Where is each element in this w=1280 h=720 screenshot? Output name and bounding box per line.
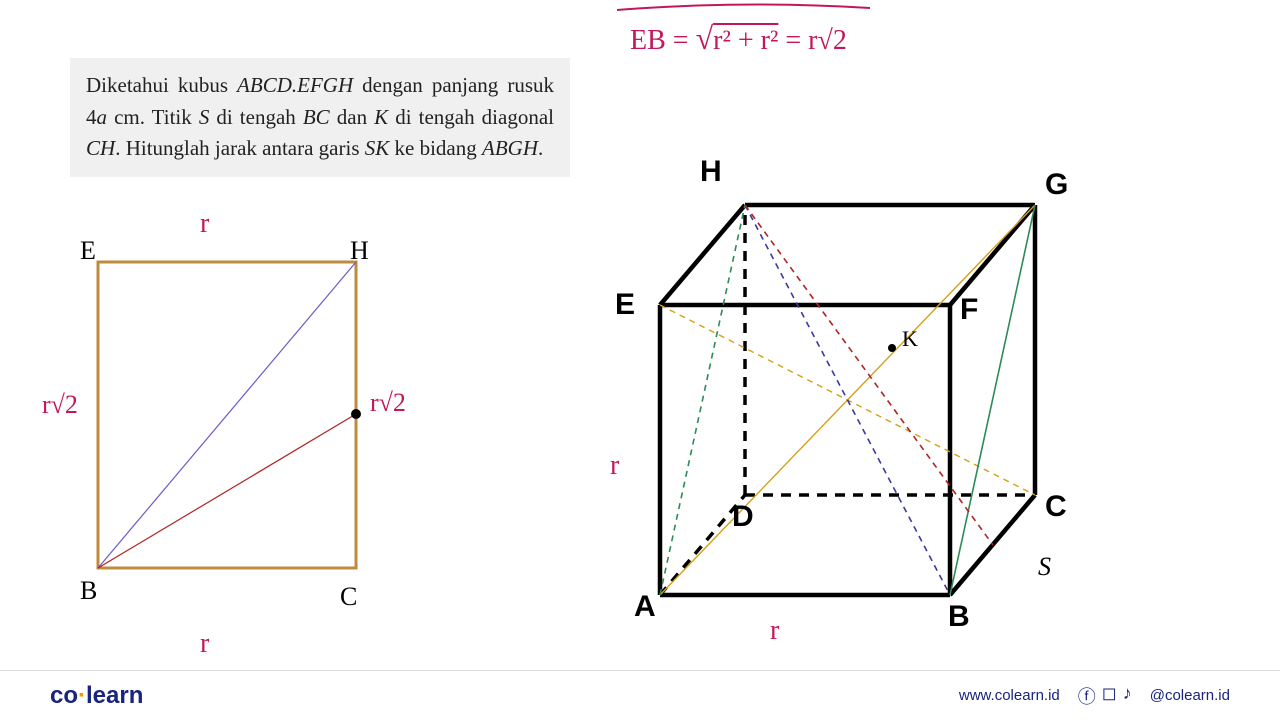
vertex-e: E (615, 288, 635, 322)
vertex-a: A (634, 590, 656, 624)
vertex-h: H (700, 155, 722, 189)
footer-handle[interactable]: @colearn.id (1150, 687, 1230, 704)
logo-dot: · (78, 682, 86, 709)
instagram-icon[interactable]: ◻ (1102, 683, 1117, 709)
facebook-icon[interactable]: ⓕ (1078, 683, 1096, 709)
tiktok-icon[interactable]: ♪ (1123, 683, 1132, 709)
social-icons[interactable]: ⓕ ◻ ♪ (1078, 683, 1132, 709)
logo-part2: learn (86, 682, 143, 709)
vertex-g: G (1045, 168, 1068, 202)
logo: co·learn (50, 682, 143, 710)
label-r-cube-left: r (610, 450, 619, 482)
point-k: K (902, 326, 918, 352)
point-s: S (1038, 552, 1051, 582)
footer: co·learn www.colearn.id ⓕ ◻ ♪ @colearn.i… (0, 670, 1280, 720)
vertex-c: C (1045, 490, 1067, 524)
vertex-d: D (732, 500, 754, 534)
vertex-b: B (948, 600, 970, 634)
logo-part1: co (50, 682, 78, 709)
label-r-cube-bottom: r (770, 615, 779, 647)
vertex-f: F (960, 293, 978, 327)
footer-url[interactable]: www.colearn.id (959, 687, 1060, 704)
